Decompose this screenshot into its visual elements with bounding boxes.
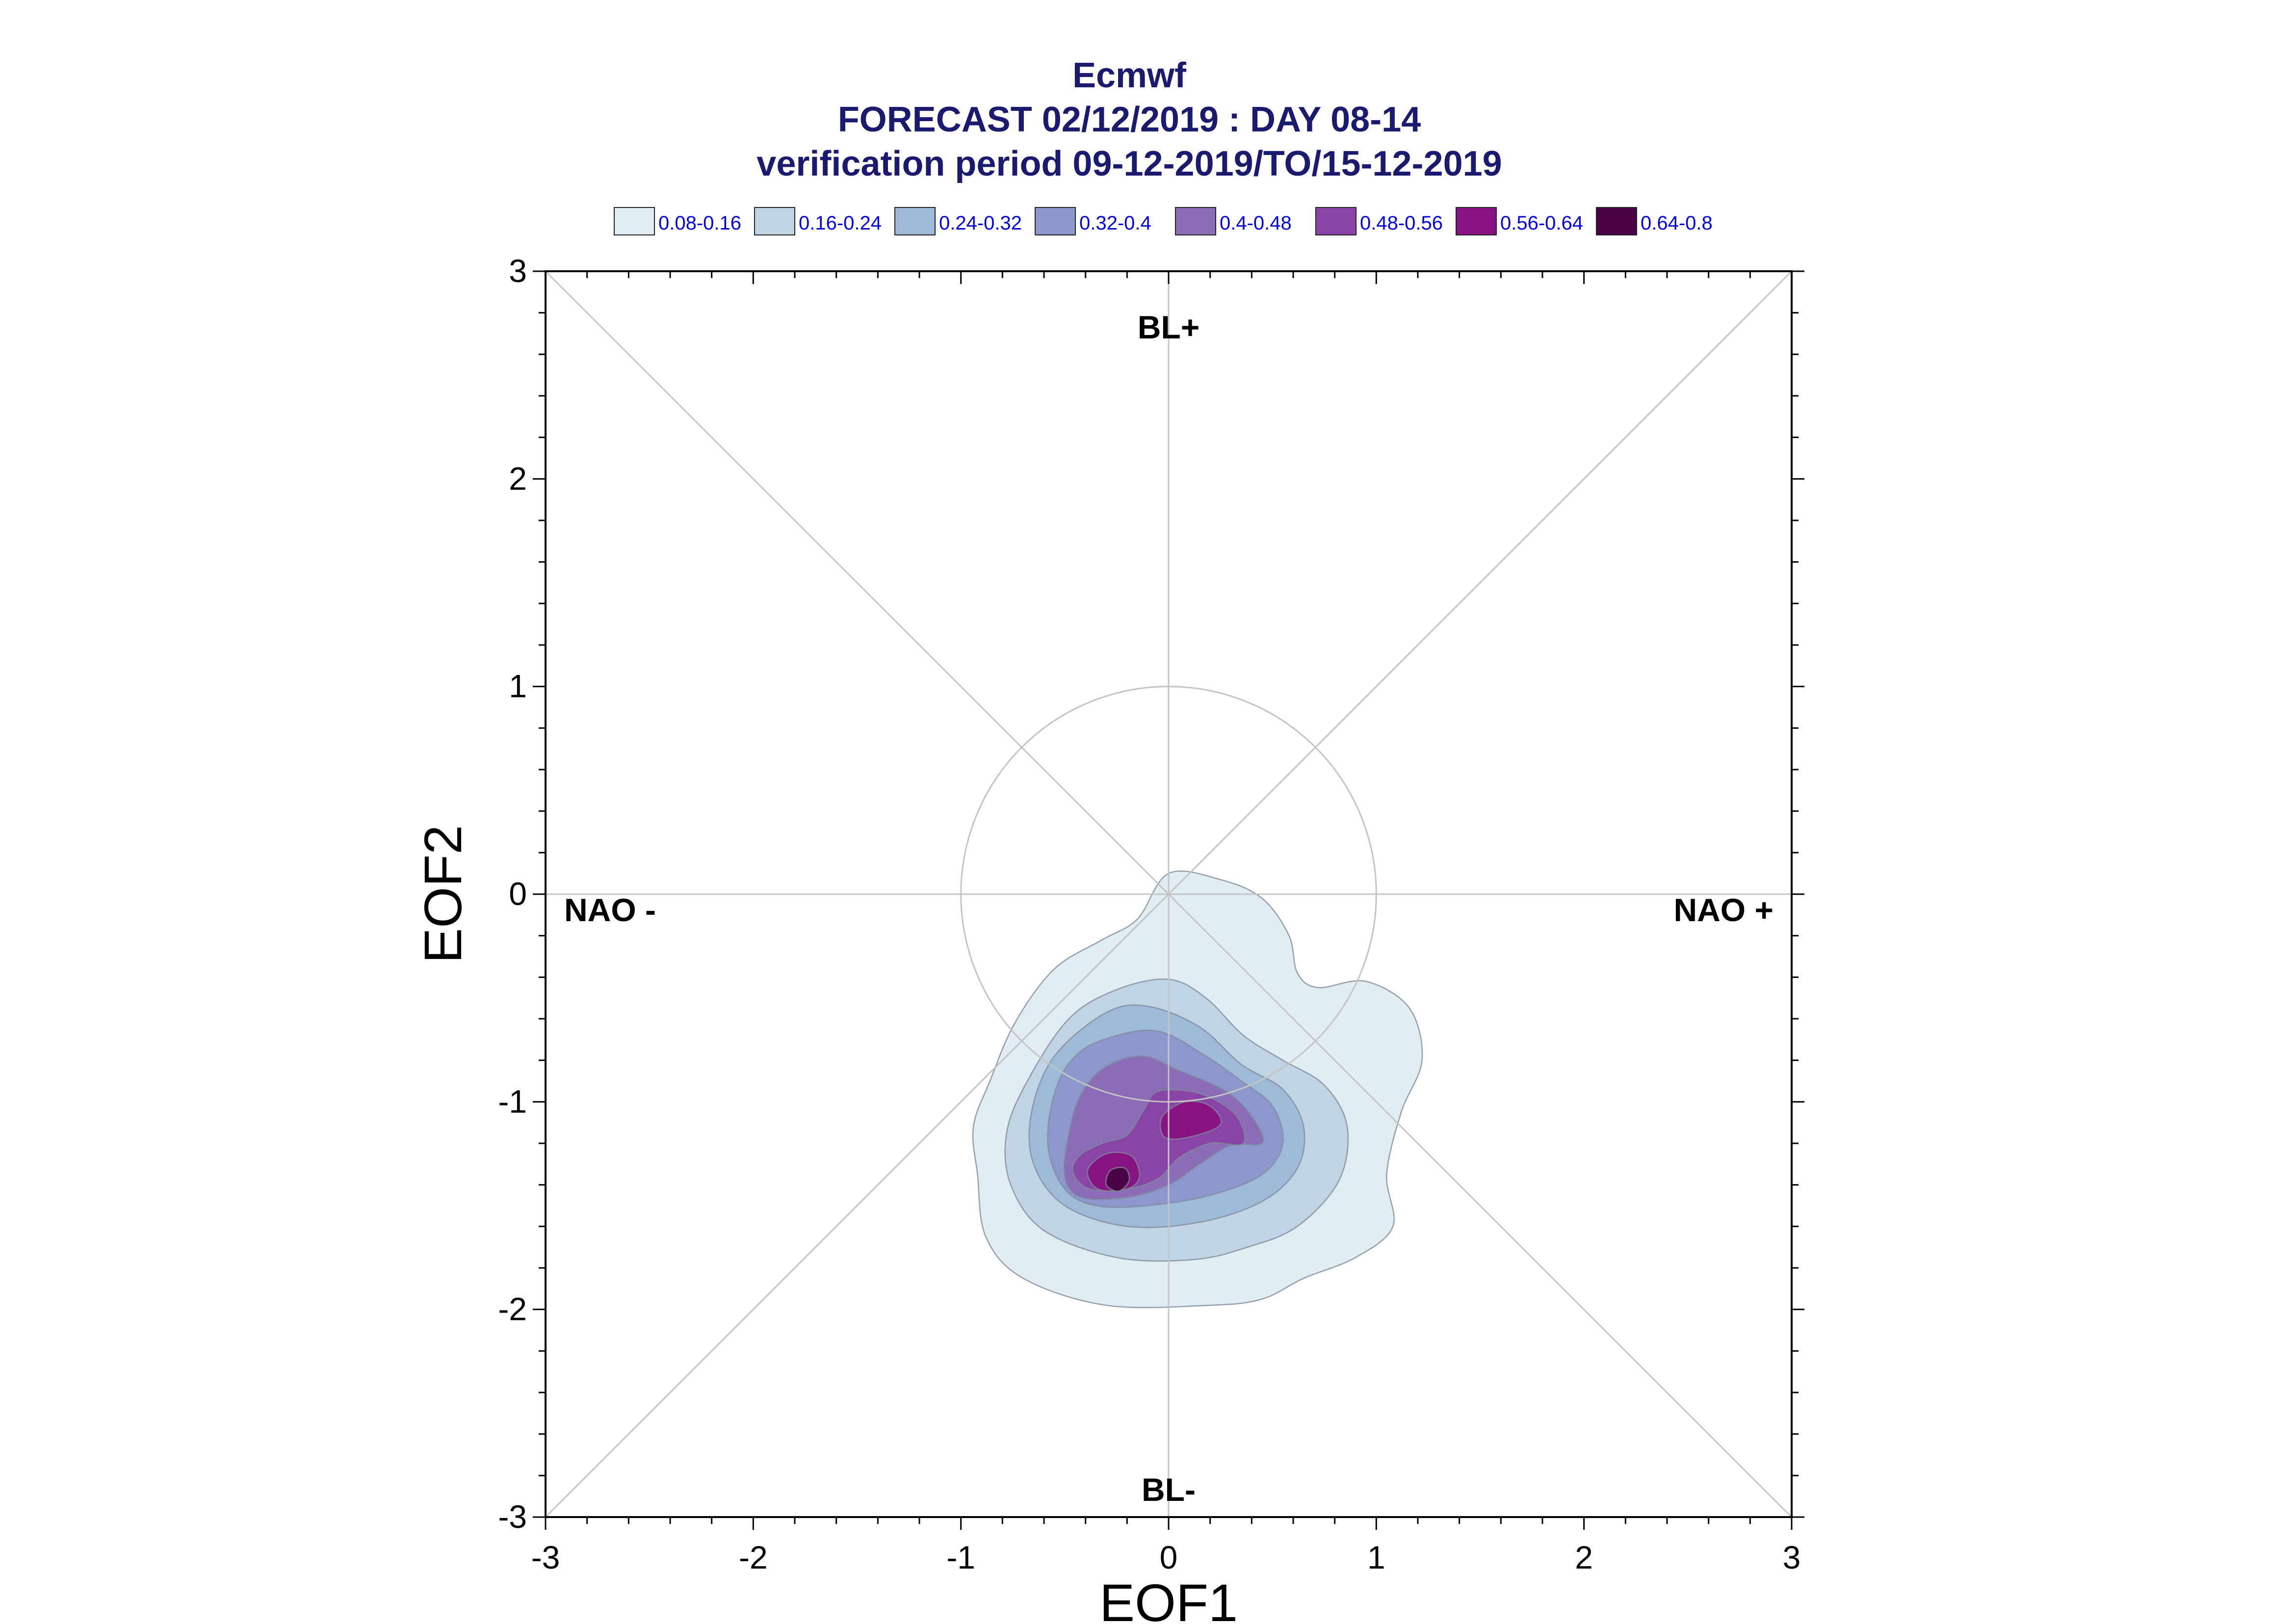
x-tick-label: 3 (1783, 1539, 1801, 1575)
y-axis-title: EOF2 (413, 825, 472, 963)
density-contour-9 (1105, 1166, 1130, 1192)
density-contours (972, 870, 1423, 1309)
legend-label-6: 0.48-0.56 (1360, 212, 1443, 234)
x-tick-label: -3 (531, 1539, 560, 1575)
x-tick-label: -2 (739, 1539, 768, 1575)
axes: -3 -2 -1 0 1 2 3 3 2 1 0 -1 -2 -3 (498, 253, 1804, 1575)
y-tick-label: 1 (509, 668, 527, 704)
x-tick-label: 2 (1575, 1539, 1593, 1575)
chart-title-line-3: verification period 09-12-2019/TO/15-12-… (756, 144, 1502, 183)
legend-label-3: 0.24-0.32 (939, 212, 1022, 234)
legend-swatch-3 (894, 207, 936, 235)
legend-label-1: 0.08-0.16 (658, 212, 741, 234)
guide-lines (545, 270, 1793, 1518)
regime-label-bl-plus: BL+ (1138, 309, 1200, 345)
y-tick-label: 0 (509, 876, 527, 912)
regime-label-nao-minus: NAO - (564, 892, 656, 928)
legend-swatch-4 (1035, 207, 1076, 235)
regime-label-nao-plus: NAO + (1673, 892, 1773, 928)
legend-label-7: 0.56-0.64 (1500, 212, 1583, 234)
y-tick-label: 3 (509, 253, 527, 289)
chart-title-line-2: FORECAST 02/12/2019 : DAY 08-14 (838, 100, 1421, 139)
legend-label-5: 0.4-0.48 (1220, 212, 1292, 234)
y-tick-label: 2 (509, 460, 527, 496)
y-tick-label: -2 (498, 1291, 527, 1327)
x-tick-label: 0 (1160, 1539, 1178, 1575)
legend-swatch-2 (754, 207, 795, 235)
legend-swatch-8 (1596, 207, 1637, 235)
legend-swatch-7 (1456, 207, 1497, 235)
reference-circle (960, 686, 1377, 1103)
x-tick-label: -1 (946, 1539, 975, 1575)
regime-label-bl-minus: BL- (1142, 1471, 1196, 1508)
legend-swatch-1 (614, 207, 655, 235)
legend-label-2: 0.16-0.24 (799, 212, 882, 234)
legend-swatch-5 (1175, 207, 1216, 235)
y-tick-label: -1 (498, 1083, 527, 1119)
x-axis-title: EOF1 (1099, 1573, 1238, 1624)
legend: 0.08-0.16 0.16-0.24 0.24-0.32 0.32-0.4 0.4-0… (614, 207, 1713, 235)
legend-label-8: 0.64-0.8 (1641, 212, 1713, 234)
chart-title-line-1: Ecmwf (1072, 56, 1187, 95)
legend-swatch-6 (1315, 207, 1356, 235)
y-tick-label: -3 (498, 1498, 527, 1535)
x-tick-label: 1 (1367, 1539, 1385, 1575)
legend-label-4: 0.32-0.4 (1079, 212, 1151, 234)
